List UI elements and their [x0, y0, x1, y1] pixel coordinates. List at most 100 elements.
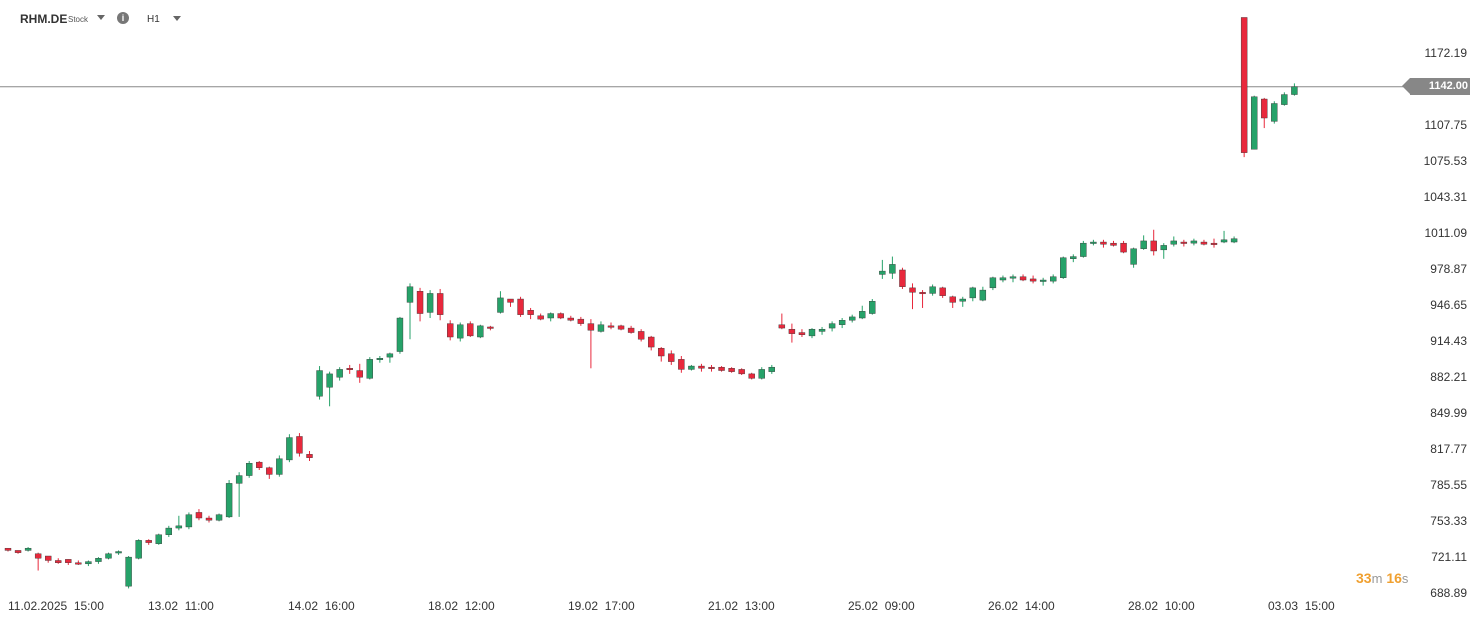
candle: [416, 287, 424, 322]
candle: [899, 267, 906, 289]
candle-body: [1220, 239, 1228, 243]
candle-body: [728, 368, 735, 372]
candle: [1120, 240, 1127, 254]
candle-body: [999, 277, 1007, 281]
candle-body: [637, 331, 645, 340]
candle: [728, 367, 735, 373]
candle: [215, 513, 223, 522]
candle-body: [457, 324, 464, 339]
candle: [165, 525, 173, 538]
candle: [125, 556, 132, 589]
candle-body: [185, 514, 193, 528]
candle: [1170, 236, 1178, 247]
candle: [919, 290, 926, 308]
countdown-minutes: 33: [1356, 570, 1372, 586]
candle-body: [1291, 86, 1298, 95]
symbol-label[interactable]: RHM.DE: [20, 12, 68, 26]
candle: [366, 357, 373, 380]
candle: [1190, 238, 1198, 246]
candle-body: [869, 301, 876, 314]
candle-body: [366, 359, 373, 379]
candle-body: [225, 483, 233, 518]
candle: [14, 550, 22, 554]
candle-body: [1039, 279, 1047, 282]
candle-body: [698, 365, 705, 369]
candle: [748, 372, 755, 380]
candle: [75, 560, 82, 565]
candle: [1140, 235, 1147, 250]
candle-body: [245, 463, 253, 476]
candle-body: [1180, 241, 1188, 244]
y-tick-label: 817.77: [1430, 442, 1467, 456]
candle-body: [155, 534, 162, 544]
candle-body: [949, 296, 956, 303]
candle-body: [24, 547, 32, 551]
candle-body: [85, 561, 92, 565]
candle: [557, 312, 564, 320]
caret-down-icon[interactable]: [97, 15, 105, 20]
candle: [607, 322, 615, 330]
x-tick-label: 21.02 13:00: [708, 599, 775, 613]
y-tick-label: 849.99: [1430, 406, 1467, 420]
candle-countdown: 33m 16s: [1356, 570, 1408, 586]
candle: [1009, 274, 1017, 283]
candle: [235, 472, 243, 517]
candle-body: [1271, 103, 1278, 122]
candle: [55, 558, 62, 564]
candle: [115, 550, 122, 555]
candle-body: [658, 347, 665, 357]
candle-body: [316, 370, 323, 397]
candle-body: [919, 292, 926, 295]
candle: [1200, 239, 1208, 246]
candle-body: [1110, 242, 1117, 246]
candle-body: [758, 369, 765, 379]
candle-body: [336, 369, 343, 378]
candle: [889, 256, 896, 279]
candle: [225, 480, 233, 519]
candle: [708, 364, 715, 372]
candle: [849, 314, 856, 323]
candle-body: [1230, 238, 1238, 243]
candle-body: [547, 313, 554, 319]
candle: [105, 552, 112, 560]
candle: [979, 286, 987, 302]
candle-body: [577, 318, 585, 324]
candle: [65, 559, 72, 565]
candle-body: [979, 289, 987, 301]
y-tick-label: 882.21: [1430, 370, 1467, 384]
y-axis: 1172.19 1107.75 1075.53 1043.31 1011.09 978.8…: [1424, 46, 1468, 600]
candle-body: [175, 525, 183, 529]
candle: [778, 313, 786, 330]
candle: [969, 286, 976, 302]
candle: [808, 328, 816, 339]
timeframe-selector[interactable]: H1: [147, 14, 160, 25]
candle: [828, 321, 836, 332]
candle-body: [396, 317, 404, 352]
candle: [999, 275, 1007, 283]
candle: [457, 322, 464, 342]
candle-body: [125, 556, 132, 587]
candle: [517, 296, 524, 317]
candle-body: [1080, 242, 1087, 257]
candle-body: [1070, 256, 1077, 259]
countdown-minutes-unit: m: [1371, 571, 1383, 586]
candle: [1049, 274, 1057, 284]
info-icon[interactable]: i: [117, 12, 129, 24]
candle-body: [648, 336, 655, 348]
candle-body: [1019, 276, 1027, 281]
caret-down-icon[interactable]: [173, 16, 181, 21]
candle-body: [597, 324, 605, 332]
candle: [1281, 92, 1288, 106]
candle: [24, 547, 32, 552]
candle: [155, 533, 162, 545]
current-price-tag: 1142.00: [1402, 78, 1470, 96]
candle: [939, 286, 946, 298]
candle: [527, 307, 534, 320]
candle: [306, 450, 313, 462]
candle: [1271, 101, 1278, 124]
candle-body: [65, 559, 72, 563]
candle-body: [808, 328, 816, 337]
candle-body: [55, 560, 62, 563]
candle: [1250, 95, 1258, 150]
